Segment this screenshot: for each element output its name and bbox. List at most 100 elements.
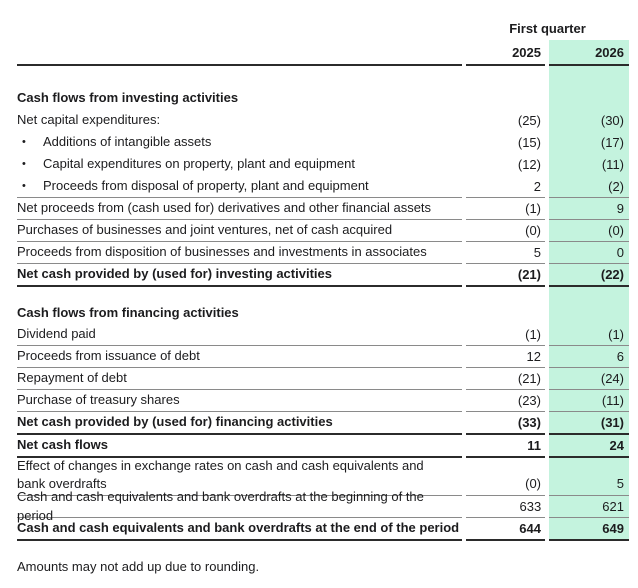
value-2025: (23) [466, 390, 545, 412]
row-label-text: Proceeds from disposal of property, plan… [43, 177, 369, 193]
value-2026: (1) [549, 324, 629, 346]
table-row: Dividend paid (1) (1) [17, 324, 629, 346]
row-label-text: Effect of changes in exchange rates on c… [17, 457, 424, 491]
period-header-row: First quarter [17, 17, 629, 40]
section-header-row: Cash flows from financing activities [17, 302, 629, 324]
year-header-2025: 2025 [466, 40, 545, 66]
total-row: Cash and cash equivalents and bank overd… [17, 518, 629, 541]
value-2026: 24 [549, 435, 629, 458]
row-label: Dividend paid [17, 324, 462, 346]
value-2025: (1) [466, 324, 545, 346]
total-row: Net cash provided by (used for) financin… [17, 412, 629, 435]
value-2025: 644 [466, 518, 545, 541]
value-2026: (30) [549, 109, 629, 131]
row-label: Net capital expenditures: [17, 109, 462, 131]
spacer-cell [17, 66, 462, 87]
value-2025: (0) [466, 220, 545, 242]
row-label-text: Proceeds from disposition of businesses … [17, 244, 427, 260]
spacer-row [17, 66, 629, 87]
row-label-text: Cash flows from investing activities [17, 89, 239, 105]
period-header-label: First quarter [509, 21, 586, 36]
value-2026: 9 [549, 198, 629, 220]
value-2026: 621 [549, 496, 629, 518]
table-row: Net capital expenditures: (25) (30) [17, 109, 629, 131]
row-label: Cash and cash equivalents and bank overd… [17, 518, 462, 541]
row-label-text: Net capital expenditures: [17, 111, 161, 127]
bullet-icon: • [22, 179, 26, 192]
table-row: Effect of changes in exchange rates on c… [17, 458, 629, 496]
table-row: Purchases of businesses and joint ventur… [17, 220, 629, 242]
value-2026 [549, 87, 629, 109]
table-row: Net proceeds from (cash used for) deriva… [17, 198, 629, 220]
value-2026: 5 [549, 458, 629, 496]
value-2025 [466, 302, 545, 324]
row-label: Cash and cash equivalents and bank overd… [17, 489, 463, 523]
year-header-2026: 2026 [549, 40, 629, 66]
total-row: Net cash flows 11 24 [17, 435, 629, 458]
table-row: Proceeds from issuance of debt 12 6 [17, 346, 629, 368]
spacer-row [17, 287, 629, 302]
row-label-text: Cash and cash equivalents and bank overd… [17, 489, 424, 523]
value-2025: (21) [466, 264, 545, 287]
table-body: Cash flows from investing activities Net … [17, 87, 629, 541]
table-row: • Capital expenditures on property, plant… [17, 153, 629, 175]
row-label: Proceeds from issuance of debt [17, 346, 462, 368]
value-2026: (0) [549, 220, 629, 242]
table-row: Proceeds from disposition of businesses … [17, 242, 629, 264]
row-label: Purchase of treasury shares [17, 390, 462, 412]
row-label: Purchases of businesses and joint ventur… [17, 220, 462, 242]
table-row: Repayment of debt (21) (24) [17, 368, 629, 390]
row-label: • Capital expenditures on property, plant… [17, 153, 462, 175]
row-label-text: Capital expenditures on property, plant … [43, 155, 355, 171]
value-2026: (2) [549, 175, 629, 198]
row-label-text: Repayment of debt [17, 370, 127, 386]
row-label-text: Cash flows from financing activities [17, 304, 239, 320]
value-2025: (1) [466, 198, 545, 220]
row-label: Net cash flows [17, 435, 462, 458]
value-2025: (21) [466, 368, 545, 390]
row-label: • Proceeds from disposal of property, pla… [17, 175, 462, 198]
row-label-text: Additions of intangible assets [43, 133, 212, 149]
period-header-spacer [17, 17, 462, 40]
value-2026: (31) [549, 412, 629, 435]
value-2026: (11) [549, 153, 629, 175]
value-2025: (0) [466, 458, 545, 496]
table-row: Cash and cash equivalents and bank overd… [17, 489, 629, 523]
value-2025: 2 [466, 175, 545, 198]
row-label-text: Net cash provided by (used for) financin… [17, 414, 333, 430]
row-label-text: Net cash provided by (used for) investin… [17, 266, 332, 282]
value-2026 [549, 287, 629, 302]
spacer-cell [549, 66, 629, 87]
bullet-icon: • [22, 135, 26, 148]
value-2025 [466, 87, 545, 109]
value-2025 [466, 287, 545, 302]
row-label-text: Purchase of treasury shares [17, 392, 180, 408]
row-label: Repayment of debt [17, 368, 462, 390]
value-2026: (24) [549, 368, 629, 390]
row-label-text: Purchases of businesses and joint ventur… [17, 222, 393, 238]
row-label: Proceeds from disposition of businesses … [17, 242, 462, 264]
value-2025: (33) [466, 412, 545, 435]
row-label: • Additions of intangible assets [17, 131, 462, 153]
value-2025: (12) [517, 156, 541, 172]
value-2026: (11) [549, 390, 629, 412]
section-header-row: Cash flows from investing activities [17, 87, 629, 109]
row-label: Cash flows from investing activities [17, 87, 462, 109]
rounding-footnote: Amounts may not add up due to rounding. [17, 559, 260, 574]
row-label-text: Net cash flows [17, 437, 109, 453]
report-page: First quarter 2025 2026 Cash flows from … [17, 17, 629, 574]
row-label-text: Cash and cash equivalents and bank overd… [17, 520, 460, 536]
bullet-icon: • [22, 157, 26, 170]
row-label-text: Dividend paid [17, 326, 96, 342]
row-label: Cash flows from financing activities [17, 302, 462, 324]
row-label [17, 287, 462, 302]
spacer-cell [466, 66, 545, 87]
row-label: Net cash provided by (used for) investin… [17, 264, 462, 287]
row-label-text: Net proceeds from (cash used for) deriva… [17, 200, 432, 216]
table-row: • Additions of intangible assets (15) (17) [17, 131, 629, 153]
total-row: Net cash provided by (used for) investin… [17, 264, 629, 287]
value-2026: (22) [549, 264, 629, 287]
value-2026: 6 [549, 346, 629, 368]
row-label-text: Proceeds from issuance of debt [17, 348, 200, 364]
row-label: Net proceeds from (cash used for) deriva… [17, 198, 462, 220]
